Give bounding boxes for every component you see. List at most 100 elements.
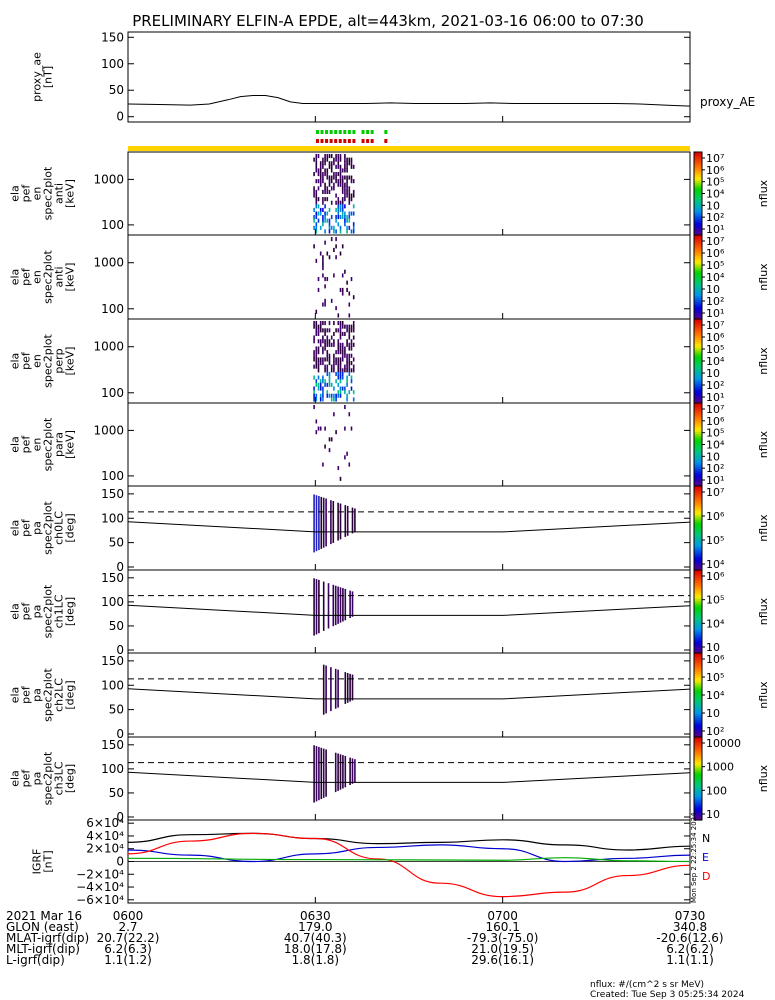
heatmap-cell <box>322 259 324 263</box>
heatmap-cell <box>344 390 346 394</box>
heatmap-cell <box>324 168 326 172</box>
ylabel-line: [deg] <box>64 680 77 709</box>
heatmap-cell <box>342 212 344 216</box>
heatmap-cell <box>338 376 340 380</box>
heatmap-cell <box>338 201 340 205</box>
heatmap-cell <box>351 176 353 180</box>
heatmap-cell <box>346 365 348 369</box>
heatmap-cell <box>325 666 327 714</box>
heatmap-cell <box>322 303 324 307</box>
heatmap-cell <box>333 248 335 252</box>
heatmap-cell <box>346 168 348 172</box>
footer-value: 1.1(1.2) <box>104 953 152 967</box>
ytick-label: 100 <box>101 595 124 609</box>
ylabel-igrf: IGRF[nT] <box>31 849 55 875</box>
heatmap-cell <box>346 158 348 162</box>
flag-green <box>371 130 374 134</box>
colorbar-tick-label: 10⁶ <box>706 570 725 583</box>
ylabel-ae: proxy_ae[nT] <box>31 52 55 102</box>
colorbar-tick-label: 10⁵ <box>706 594 724 607</box>
heatmap-cell <box>316 579 318 634</box>
heatmap-cell <box>320 321 322 325</box>
heatmap-cell <box>353 397 355 401</box>
flag-green <box>321 130 324 134</box>
ytick-label: 1000 <box>93 256 124 270</box>
heatmap-cell <box>335 237 337 241</box>
heatmap-cell <box>333 183 335 187</box>
heatmap-cell <box>338 172 340 176</box>
heatmap-spec-para <box>313 405 352 481</box>
heatmap-cell <box>349 190 351 194</box>
heatmap-cell <box>351 179 353 183</box>
heatmap-cell <box>329 229 331 233</box>
heatmap-cell <box>333 394 335 398</box>
heatmap-cell <box>318 332 320 336</box>
heatmap-cell <box>349 758 351 785</box>
heatmap-cell <box>346 368 348 372</box>
heatmap-cell <box>322 397 324 401</box>
heatmap-cell <box>346 361 348 365</box>
flag-green <box>348 130 351 134</box>
heatmap-cell <box>333 186 335 190</box>
heatmap-cell <box>340 336 342 340</box>
heatmap-cell <box>327 158 329 162</box>
heatmap-cell <box>324 427 326 431</box>
heatmap-cell <box>316 168 318 172</box>
heatmap-cell <box>338 215 340 219</box>
heatmap-cell <box>318 496 320 550</box>
heatmap-cell <box>340 357 342 361</box>
heatmap-cell <box>342 179 344 183</box>
heatmap-cell <box>322 208 324 212</box>
ylabel-spec-perp: elapefenspec2plotperp[keV] <box>9 334 77 388</box>
heatmap-cell <box>344 154 346 158</box>
heatmap-cell <box>335 165 337 169</box>
heatmap-cell <box>344 212 346 216</box>
heatmap-cell <box>327 277 329 281</box>
heatmap-cell <box>329 219 331 223</box>
heatmap-cell <box>320 387 322 391</box>
heatmap-cell <box>342 244 344 248</box>
heatmap-cell <box>340 325 342 329</box>
heatmap-cell <box>318 357 320 361</box>
heatmap-cell <box>335 158 337 162</box>
ylabel-pa-ch3: elapefpaspec2plotch3LC[deg] <box>9 751 77 805</box>
heatmap-cell <box>313 397 315 401</box>
heatmap-cell <box>333 397 335 401</box>
heatmap-cell <box>318 339 320 343</box>
heatmap-cell <box>335 172 337 176</box>
heatmap-cell <box>344 219 346 223</box>
heatmap-cell <box>342 288 344 292</box>
heatmap-cell <box>320 161 322 165</box>
heatmap-cell <box>346 354 348 358</box>
colorbar-tick-label: 10⁴ <box>706 689 725 702</box>
heatmap-cell <box>344 197 346 201</box>
heatmap-cell <box>342 176 344 180</box>
heatmap-cell <box>331 186 333 190</box>
heatmap-cell <box>351 325 353 329</box>
heatmap-cell <box>316 158 318 162</box>
heatmap-cell <box>329 383 331 387</box>
heatmap-cell <box>324 339 326 343</box>
heatmap-cell <box>316 321 318 325</box>
flag-red <box>384 139 387 143</box>
heatmap-cell <box>346 339 348 343</box>
heatmap-cell <box>335 361 337 365</box>
ytick-label: 100 <box>101 57 124 71</box>
heatmap-cell <box>349 201 351 205</box>
heatmap-cell <box>349 591 351 618</box>
yticks-spec-perp: 1000100 <box>93 340 690 400</box>
heatmap-cell <box>338 222 340 226</box>
ylabel-pa-ch2: elapefpaspec2plotch2LC[deg] <box>9 668 77 722</box>
heatmap-cell <box>333 158 335 162</box>
heatmap-cell <box>323 749 325 798</box>
heatmap-cell <box>342 588 344 621</box>
heatmap-cell <box>342 332 344 336</box>
heatmap-cell <box>338 204 340 208</box>
heatmap-cell <box>327 372 329 376</box>
heatmap-cell <box>313 194 315 198</box>
heatmap-cell <box>333 339 335 343</box>
heatmap-cell <box>349 325 351 329</box>
ytick-label: 150 <box>101 571 124 585</box>
heatmap-cell <box>320 168 322 172</box>
heatmap-cell <box>353 343 355 347</box>
